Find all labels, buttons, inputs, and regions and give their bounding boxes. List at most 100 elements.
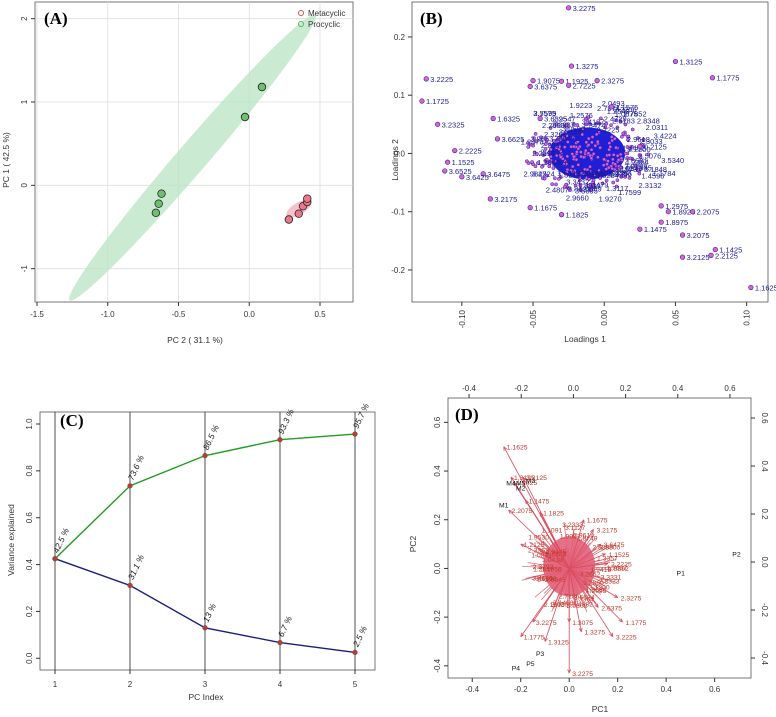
cluster-point: [596, 155, 600, 160]
cluster-point: [566, 140, 570, 144]
loading-label: 2.2225: [459, 147, 482, 156]
panel-a-ylabel: PC 1 ( 42.5 %): [1, 132, 11, 188]
cluster-point: [557, 177, 561, 181]
cluster-label: 2.6561: [625, 156, 648, 165]
arrow-cluster-label: 2.6045: [545, 577, 566, 584]
arrow-label: 3.2275: [572, 671, 593, 678]
arrow-label: 2.2225: [611, 562, 632, 569]
cluster-point: [576, 146, 581, 151]
arrow-head: [596, 543, 602, 548]
labeled-arrow: [539, 512, 570, 569]
arrow-cluster-label: 1.2847: [533, 567, 554, 574]
cluster-point: [591, 151, 596, 156]
cluster-point: [530, 160, 534, 164]
arrow-head: [522, 476, 527, 482]
cluster-label: 1.3645: [576, 171, 599, 180]
arrow-cluster-label: 2.1993: [544, 602, 565, 609]
cluster-point: [591, 178, 596, 183]
x-tick-label: -0.5: [172, 310, 186, 319]
labeled-arrow: [520, 543, 570, 569]
cluster-point: [549, 154, 553, 159]
arrow-cluster-label: 1.8680: [586, 587, 607, 594]
x-tick-label: 0.0: [564, 685, 576, 694]
cluster-label: 3.1973: [614, 165, 637, 174]
cluster-label: 2.8423: [568, 185, 591, 194]
cluster-label: 1.3866: [537, 158, 560, 167]
arrow-label: 2.3275: [621, 596, 642, 603]
loading-label: 3.6325: [544, 115, 567, 124]
panel-d-frame: [447, 397, 752, 679]
cluster-point: [544, 139, 549, 144]
cluster-point: [532, 150, 537, 155]
cluster-point: [615, 178, 620, 183]
arrow-cluster-label: 2.2343: [546, 551, 567, 558]
cluster-point: [547, 142, 552, 147]
labeled-arrow: [569, 563, 609, 569]
cluster-label: 2.8348: [637, 116, 660, 125]
panel-d-xlabel: PC1: [592, 704, 609, 714]
x-tick-label: 0.2: [612, 685, 624, 694]
cluster-point: [633, 163, 638, 168]
arrow-head: [609, 632, 614, 637]
x-tick-label: 2: [128, 680, 133, 689]
x-tick-label: -1.0: [101, 310, 115, 319]
cluster-point: [600, 181, 605, 186]
cluster-label: 1.6306: [557, 168, 580, 177]
cluster-point: [528, 142, 533, 147]
cluster-point: [563, 185, 567, 189]
cluster-label: 1.4479: [586, 181, 609, 190]
cluster-label: 1.2548: [607, 107, 630, 116]
labeled-arrow: [568, 568, 618, 598]
x-tick-label: 0.5: [314, 310, 326, 319]
cluster-point: [551, 139, 556, 143]
cluster-point: [534, 139, 538, 144]
cluster-label: 3.5284: [596, 171, 619, 180]
cluster-point: [586, 143, 591, 147]
cluster-point: [587, 122, 592, 126]
cluster-label: 2.5076: [638, 151, 661, 160]
cluster-label: 2.7852: [624, 110, 647, 119]
cluster-point: [575, 149, 579, 154]
arrow-head: [513, 481, 517, 487]
arrow-cluster-label: 1.6896: [536, 576, 557, 583]
arrow-label: 1.1675: [587, 518, 608, 525]
loading-label: 1.1925: [566, 77, 589, 86]
cluster-point: [559, 149, 563, 154]
cluster-label: 1.0396: [605, 169, 628, 178]
top-tick-label: 0.2: [620, 384, 632, 393]
loading-point: [487, 196, 493, 202]
arrow-label: 3.2275: [536, 620, 557, 627]
loading-label: 1.1525: [452, 158, 475, 167]
right-tick-label: 0.2: [760, 508, 769, 520]
cluster-point: [623, 122, 628, 127]
cluster-label: 2.0349: [620, 164, 643, 173]
cluster-label: 3.5575: [533, 109, 556, 118]
cluster-point: [564, 123, 569, 128]
x-tick-label: 3: [203, 680, 208, 689]
procyclic-point: [157, 189, 166, 198]
cluster-point: [588, 182, 593, 187]
cluster-point: [584, 122, 589, 127]
cluster-point: [637, 171, 642, 176]
arrow-head: [594, 603, 599, 608]
cluster-label: 2.2557: [541, 141, 564, 150]
cluster-point: [626, 134, 631, 139]
arrow-label: 1.1475: [529, 498, 550, 505]
cluster-point: [623, 151, 628, 156]
x-tick-label: 1: [53, 680, 58, 689]
loading-label: 3.2225: [430, 75, 453, 84]
x-tick-label: 0.6: [709, 685, 721, 694]
loading-label: 1.6325: [497, 115, 520, 124]
cluster-label: 1.2576: [570, 111, 593, 120]
loading-point: [537, 115, 543, 122]
cluster-label: 1.2478: [521, 137, 544, 146]
panel-a-xlabel: PC 2 ( 31.1 %): [167, 335, 223, 345]
cluster-point: [565, 154, 570, 159]
cluster-label: 1.7599: [618, 188, 641, 197]
cluster-point: [526, 141, 530, 145]
cluster-label: 2.3033: [640, 137, 663, 146]
cluster-point: [564, 162, 569, 166]
cluster-point: [588, 169, 593, 174]
loading-label: 0.2125: [644, 142, 667, 151]
